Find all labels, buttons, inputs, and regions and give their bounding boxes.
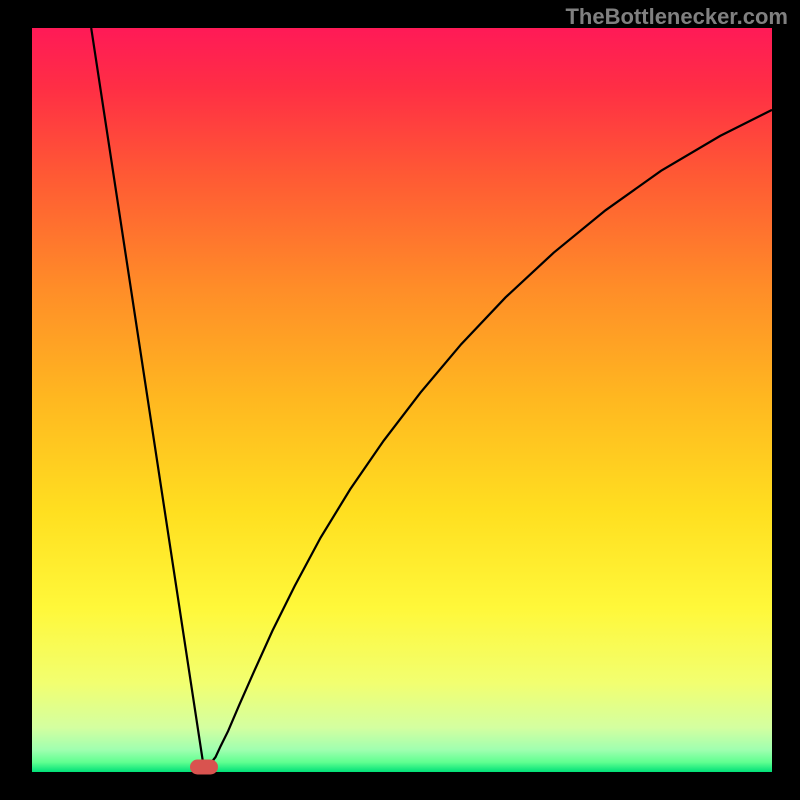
watermark-text: TheBottlenecker.com: [565, 4, 788, 30]
optimum-marker: [190, 759, 218, 774]
plot-area: [32, 28, 772, 772]
bottleneck-curve: [91, 28, 772, 767]
chart-container: TheBottlenecker.com: [0, 0, 800, 800]
curve-layer: [32, 28, 772, 772]
